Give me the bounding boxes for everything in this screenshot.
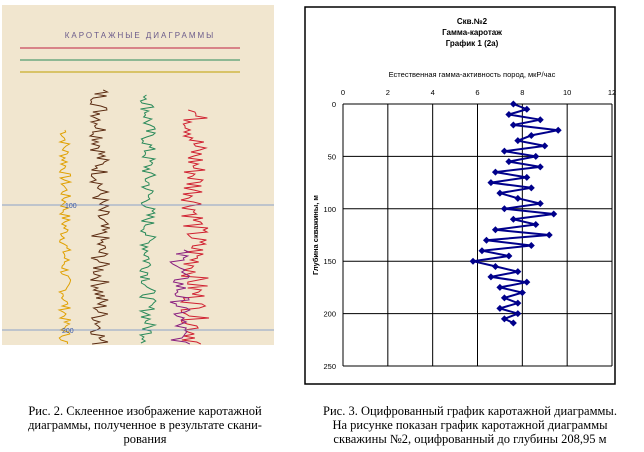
chart-title: Гамма-каротаж xyxy=(442,28,502,37)
data-point xyxy=(478,247,486,255)
data-point xyxy=(509,121,517,129)
data-point xyxy=(523,105,531,113)
y-tick-label: 200 xyxy=(323,310,336,319)
data-point xyxy=(491,226,499,234)
x-tick-label: 10 xyxy=(563,88,571,97)
data-point xyxy=(536,200,544,208)
data-point xyxy=(554,126,562,134)
data-point xyxy=(518,289,526,297)
caption-line: рования xyxy=(124,432,167,446)
data-point xyxy=(500,205,508,213)
data-point xyxy=(514,310,522,318)
data-point xyxy=(487,273,495,281)
y-tick-label: 100 xyxy=(323,205,336,214)
x-axis-label: Естественная гамма-активность пород, мкР… xyxy=(389,70,556,79)
caption-line: скважины №2, оцифрованный до глубины 208… xyxy=(333,432,606,446)
scan-label: 100 xyxy=(65,203,77,210)
data-point xyxy=(482,236,490,244)
scan-background xyxy=(2,5,274,345)
x-tick-label: 4 xyxy=(431,88,435,97)
data-point xyxy=(491,168,499,176)
data-point xyxy=(509,100,517,108)
caption-line: Рис. 3. Оцифрованный график каротажной д… xyxy=(323,404,617,418)
chart-title: Скв.№2 xyxy=(457,17,488,26)
caption-line: На рисунке показан график каротажной диа… xyxy=(332,418,608,432)
data-point xyxy=(532,221,540,229)
data-point xyxy=(496,283,504,291)
data-point xyxy=(523,173,531,181)
data-point xyxy=(500,147,508,155)
x-tick-label: 0 xyxy=(341,88,345,97)
data-point xyxy=(500,315,508,323)
scan-trace xyxy=(88,89,111,345)
scan-trace xyxy=(57,129,73,345)
x-tick-label: 8 xyxy=(520,88,524,97)
x-tick-label: 2 xyxy=(386,88,390,97)
data-point xyxy=(545,231,553,239)
x-tick-label: 6 xyxy=(475,88,479,97)
data-point xyxy=(527,184,535,192)
y-tick-label: 250 xyxy=(323,362,336,371)
data-point xyxy=(491,262,499,270)
data-point xyxy=(469,257,477,265)
data-point xyxy=(536,116,544,124)
caption-line: Рис. 2. Склеенное изображение каротажной xyxy=(28,404,262,418)
data-point xyxy=(496,304,504,312)
data-point xyxy=(514,268,522,276)
chart-frame xyxy=(304,6,616,385)
data-point xyxy=(523,278,531,286)
chart-title: График 1 (2а) xyxy=(446,39,499,48)
scan-trace xyxy=(179,109,210,345)
data-point xyxy=(487,179,495,187)
data-point xyxy=(550,210,558,218)
data-point xyxy=(500,294,508,302)
data-point xyxy=(509,319,517,327)
caption-line: диаграммы, полученное в результате скани… xyxy=(28,418,262,432)
scan-figure xyxy=(2,47,274,345)
scan-label: КАРОТАЖНЫЕ ДИАГРАММЫ xyxy=(65,31,216,40)
data-point xyxy=(527,241,535,249)
data-point xyxy=(536,163,544,171)
data-point xyxy=(509,215,517,223)
data-point xyxy=(527,131,535,139)
x-tick-label: 12 xyxy=(608,88,616,97)
scan-trace xyxy=(138,94,158,344)
data-point xyxy=(496,189,504,197)
data-point xyxy=(541,142,549,150)
scan-label: 200 xyxy=(62,328,74,335)
data-point xyxy=(505,110,513,118)
data-point xyxy=(505,252,513,260)
y-tick-label: 50 xyxy=(328,152,336,161)
y-axis-label: Глубина скважины, м xyxy=(311,195,320,275)
scan-trace xyxy=(169,249,191,345)
data-point xyxy=(514,299,522,307)
y-tick-label: 150 xyxy=(323,257,336,266)
y-tick-label: 0 xyxy=(332,100,336,109)
data-point xyxy=(514,194,522,202)
data-point xyxy=(532,152,540,160)
data-point xyxy=(505,158,513,166)
data-point xyxy=(514,137,522,145)
